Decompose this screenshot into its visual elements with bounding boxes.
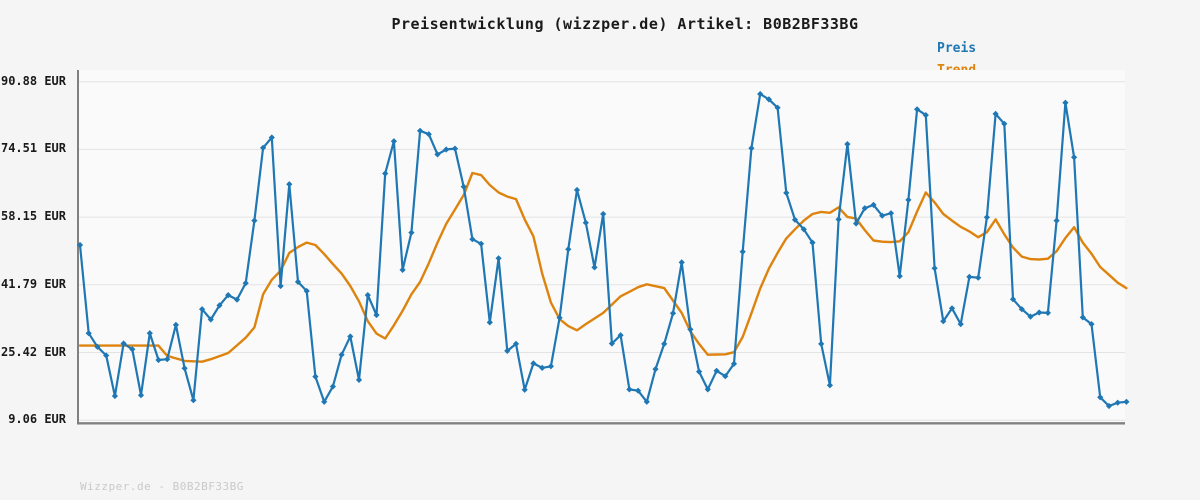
legend-item-preis: Preis	[937, 41, 977, 56]
plot-background	[78, 70, 1125, 424]
y-tick-label: 58.15 EUR	[0, 209, 66, 224]
watermark-text: Wizzper.de - B0B2BF33BG	[80, 480, 244, 493]
chart-title: Preisentwicklung (wizzper.de) Artikel: B…	[391, 15, 859, 33]
y-tick-label: 25.42 EUR	[0, 344, 66, 359]
trend-line	[78, 171, 1128, 363]
y-tick-label: 9.06 EUR	[8, 412, 66, 427]
y-tick-label: 41.79 EUR	[0, 276, 66, 291]
y-tick-label: 90.88 EUR	[0, 73, 66, 88]
y-tick-label: 74.51 EUR	[0, 141, 66, 156]
